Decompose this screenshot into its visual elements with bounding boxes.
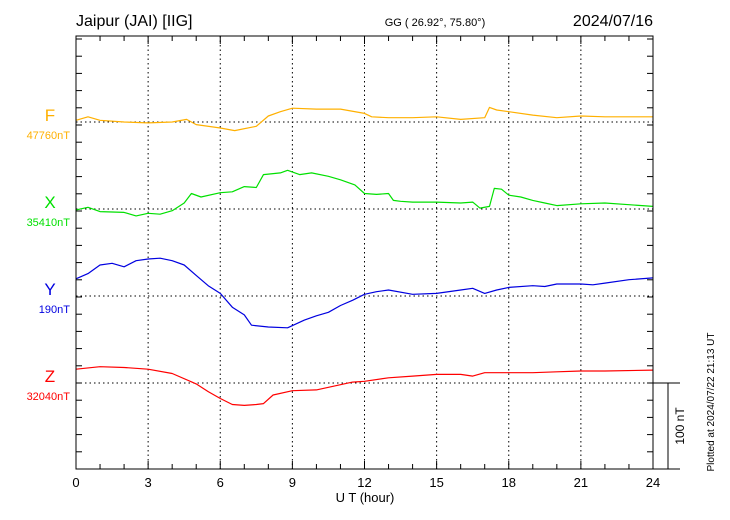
series-baseline-label-x: 35410nT <box>27 217 71 229</box>
x-tick-label: 15 <box>429 475 443 490</box>
series-name-x: X <box>44 193 55 212</box>
x-tick-label: 21 <box>574 475 588 490</box>
station-coords: GG ( 26.92°, 75.80°) <box>385 17 486 29</box>
series-baseline-label-z: 32040nT <box>27 391 71 403</box>
series-name-y: Y <box>44 280 55 299</box>
series-name-f: F <box>45 106 55 125</box>
plotted-note: Plotted at 2024/07/22 21:13 UT <box>706 333 717 472</box>
series-baseline-label-y: 190nT <box>39 304 70 316</box>
chart-date: 2024/07/16 <box>573 13 653 30</box>
series-line-x <box>75 169 654 217</box>
series-line-z <box>75 366 654 406</box>
scale-bar-label: 100 nT <box>673 407 687 445</box>
chart-title: Jaipur (JAI) [IIG] <box>76 13 192 30</box>
series-baseline-label-f: 47760nT <box>27 130 71 142</box>
series-line-y <box>75 257 654 329</box>
series-name-z: Z <box>45 367 55 386</box>
x-tick-label: 9 <box>289 475 296 490</box>
series-line-f <box>75 106 653 132</box>
x-tick-label: 3 <box>145 475 152 490</box>
x-tick-label: 24 <box>646 475 660 490</box>
x-tick-label: 0 <box>72 475 79 490</box>
x-tick-label: 6 <box>217 475 224 490</box>
x-tick-label: 12 <box>357 475 371 490</box>
x-tick-label: 18 <box>502 475 516 490</box>
x-axis-label: U T (hour) <box>336 490 395 505</box>
